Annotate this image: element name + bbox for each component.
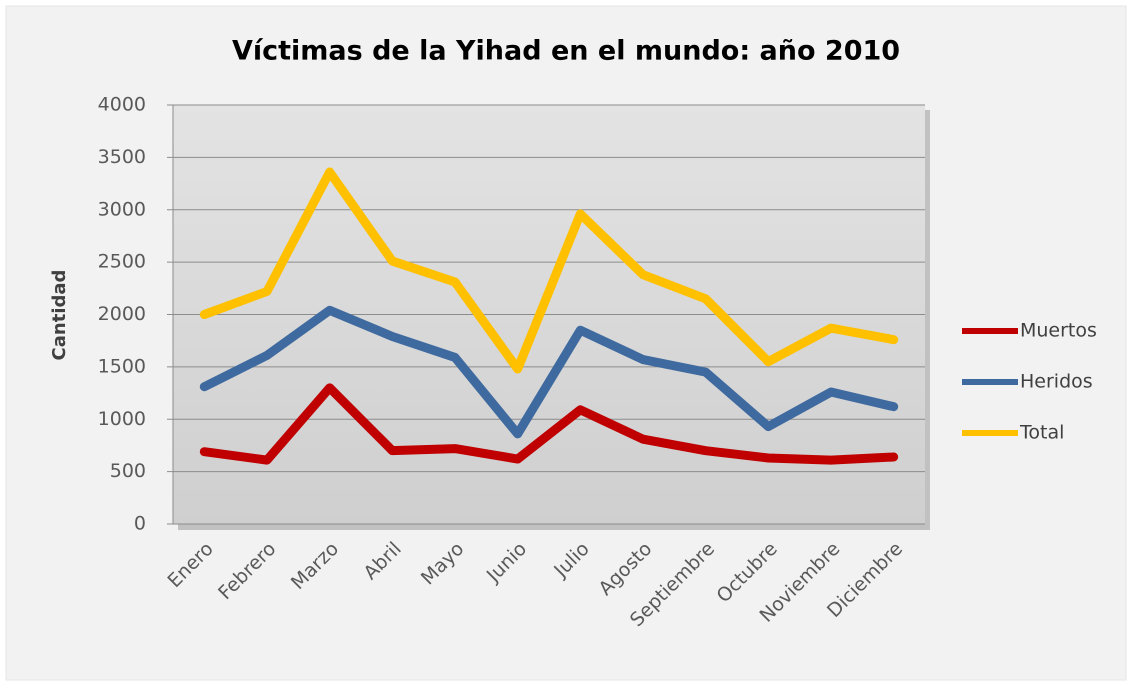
- y-tick-label: 2500: [98, 251, 146, 273]
- y-tick-label: 3500: [98, 146, 146, 168]
- y-axis-label: Cantidad: [49, 270, 70, 361]
- line-series: [199, 305, 899, 439]
- y-tick-label: 1500: [98, 355, 146, 377]
- legend-label: Muertos: [1020, 320, 1097, 342]
- y-tick-label: 1000: [98, 408, 146, 430]
- y-tick-label: 4000: [98, 94, 146, 116]
- y-tick-label: 3000: [98, 198, 146, 220]
- chart-title: Víctimas de la Yihad en el mundo: año 20…: [232, 36, 900, 67]
- y-tick-label: 500: [110, 460, 146, 482]
- legend-label: Heridos: [1020, 371, 1093, 393]
- y-tick-label: 0: [134, 513, 146, 535]
- line-series: [199, 383, 899, 465]
- y-tick-label: 2000: [98, 303, 146, 325]
- line-series: [199, 167, 899, 374]
- legend-label: Total: [1019, 422, 1064, 444]
